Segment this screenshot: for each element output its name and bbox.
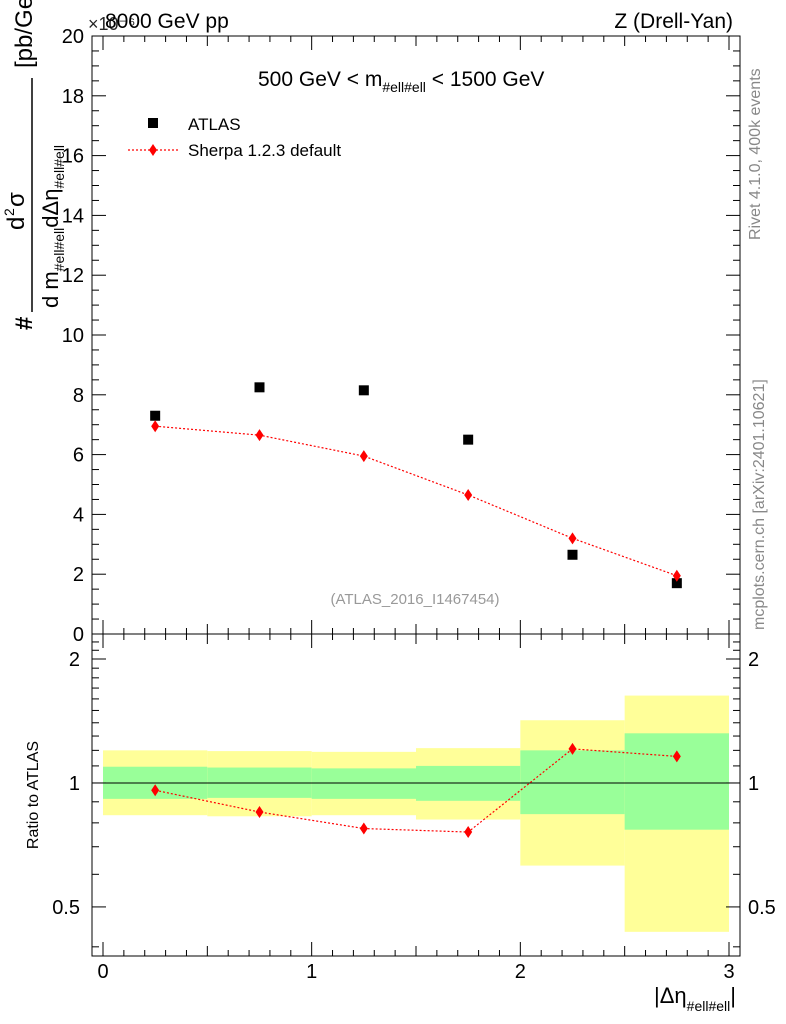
xlabel-main: |Δη: [654, 983, 687, 1008]
ylabel-num-d: d: [3, 217, 30, 230]
main-y-tick-label: 4: [73, 504, 84, 526]
sherpa-ratio-point: [568, 742, 577, 755]
ratio-data-marks: [151, 742, 681, 839]
xlabel-tail: |: [730, 983, 736, 1008]
ratio-y-tick-label: 1: [69, 773, 80, 795]
ratio-x-tick-label: 3: [723, 961, 734, 983]
legend-sherpa-marker: [149, 144, 157, 156]
ratio-green-band: [311, 768, 416, 799]
atlas-point: [254, 382, 265, 393]
main-y-tick-label: 6: [73, 445, 84, 467]
main-y-tick-label: 8: [73, 385, 84, 407]
main-y-tick-label: 20: [62, 26, 84, 48]
rivet-label: Rivet 4.1.0, 400k events: [747, 68, 764, 240]
legend-sherpa-label: Sherpa 1.2.3 default: [188, 141, 341, 160]
ratio-green-band: [624, 733, 729, 830]
ylabel-den-sub1: #ell#ell: [51, 228, 67, 272]
ylabel-unit: [pb/GeV]: [11, 0, 38, 68]
main-data-marks: [150, 382, 682, 589]
main-y-tick-label: 12: [62, 265, 84, 287]
legend-atlas-label: ATLAS: [188, 115, 241, 134]
analysis-label: (ATLAS_2016_I1467454): [330, 591, 499, 608]
legend: ATLAS Sherpa 1.2.3 default: [128, 115, 341, 160]
ratio-y-tick-label-right: 0.5: [748, 897, 776, 919]
sherpa-ratio-point: [359, 822, 368, 835]
ylabel-num-2: 2: [1, 208, 17, 216]
panel-title-sub: #ell#ell: [382, 79, 426, 95]
main-y-tick-label: 2: [73, 564, 84, 586]
xlabel-sub: #ell#ell: [687, 998, 731, 1014]
sherpa-point: [568, 532, 577, 545]
sherpa-main-line: [155, 425, 678, 577]
ratio-y-tick-label: 2: [69, 649, 80, 671]
sherpa-point: [464, 488, 473, 501]
atlas-point: [358, 385, 369, 396]
exponent-label: ×10⁻⁶: [88, 14, 135, 34]
ratio-green-band: [520, 750, 625, 815]
main-x-ticks: [102, 36, 730, 634]
top-right-label: Z (Drell-Yan): [614, 10, 733, 33]
ylabel-hash: #: [11, 317, 38, 330]
ratio-x-axis-label: |Δη#ell#ell|: [654, 983, 736, 1014]
main-y-axis-label: # d 2 σ d m#ell#elldΔη#ell#ell [pb/GeV]: [1, 0, 67, 330]
ratio-x-tick-label: 2: [515, 961, 526, 983]
sherpa-point: [672, 569, 681, 582]
ratio-y-tick-label-right: 2: [748, 649, 759, 671]
panel-title-main: 500 GeV < m: [258, 68, 382, 91]
main-y-tick-label: 14: [62, 205, 84, 227]
atlas-point: [567, 549, 578, 560]
top-left-label: 8000 GeV pp: [105, 10, 229, 33]
sherpa-point: [151, 420, 160, 433]
sherpa-ratio-line: [155, 748, 677, 833]
main-y-ticks: 0 2 4 6 8 10 12 14 16 18 20: [62, 26, 740, 646]
panel-title-tail: < 1500 GeV: [426, 68, 545, 91]
main-y-tick-label: 18: [62, 86, 84, 108]
ylabel-den-d: d m: [38, 271, 63, 308]
main-y-tick-label: 16: [62, 146, 84, 168]
ylabel-num-sigma: σ: [3, 192, 30, 207]
ratio-x-tick-label: 0: [97, 961, 108, 983]
ylabel-den: d m#ell#elldΔη#ell#ell: [38, 145, 67, 308]
mcplots-label: mcplots.cern.ch [arXiv:2401.10621]: [751, 379, 768, 630]
ratio-y-tick-label-right: 1: [748, 773, 759, 795]
atlas-point: [150, 410, 161, 421]
ylabel-den-mid: dΔη: [38, 189, 63, 228]
main-y-tick-label: 10: [62, 325, 84, 347]
ratio-y-axis-label: Ratio to ATLAS: [25, 741, 42, 849]
sherpa-ratio-point: [672, 750, 681, 763]
atlas-point: [671, 578, 682, 589]
sherpa-point: [359, 450, 368, 463]
ratio-y-ticks: 0.5 0.5 1 1 2 2: [52, 641, 776, 948]
ratio-bands: [103, 695, 729, 932]
atlas-point: [463, 434, 474, 445]
ratio-x-ticks: 0 1 2 3: [97, 634, 735, 983]
ratio-x-tick-label: 1: [306, 961, 317, 983]
legend-atlas-marker: [148, 118, 158, 128]
sherpa-ratio-point: [255, 806, 264, 819]
main-y-tick-label: 0: [73, 624, 84, 646]
panel-title: 500 GeV < m#ell#ell < 1500 GeV: [258, 68, 544, 95]
sherpa-point: [255, 429, 264, 442]
ratio-y-tick-label: 0.5: [52, 897, 80, 919]
sherpa-ratio-point: [151, 784, 160, 797]
ylabel-den-sub2: #ell#ell: [51, 145, 67, 189]
sherpa-ratio-point: [464, 826, 473, 839]
ratio-panel: 0.5 0.5 1 1 2 2 0 1 2 3 Ratio to ATLAS |Δη#ell#e…: [25, 633, 776, 1014]
